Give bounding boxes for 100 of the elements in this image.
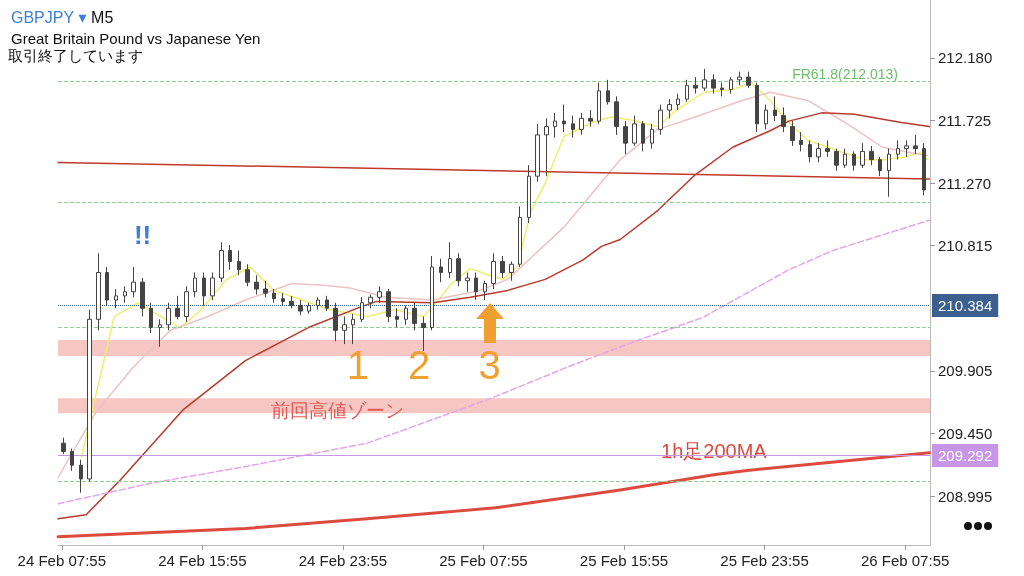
candlestick — [685, 79, 689, 103]
candlestick — [114, 288, 118, 309]
annotation: !! — [133, 219, 152, 250]
candlestick — [527, 164, 531, 224]
candlestick — [641, 120, 645, 152]
candlestick — [896, 139, 900, 161]
candlestick — [61, 437, 66, 455]
candlestick — [781, 106, 786, 133]
candlestick — [676, 93, 680, 111]
candlestick — [588, 109, 593, 128]
annotation: 1 — [346, 343, 370, 388]
x-tick-label: 25 Feb 07:55 — [439, 552, 528, 569]
candlestick — [219, 241, 224, 283]
candlestick — [737, 71, 742, 86]
y-tick-label: 210.815 — [938, 237, 993, 255]
x-tick-label: 25 Feb 15:55 — [579, 552, 669, 569]
candlestick — [281, 292, 285, 307]
candlestick — [869, 145, 874, 166]
candlestick — [887, 148, 891, 198]
candlestick — [571, 115, 575, 139]
candlestick — [263, 280, 268, 298]
candlestick — [184, 285, 189, 323]
candlestick — [860, 142, 865, 169]
candlestick — [535, 123, 540, 183]
candlestick — [913, 134, 918, 155]
candlestick — [140, 277, 145, 318]
y-tick-label: 209.450 — [938, 425, 993, 443]
candlestick — [123, 285, 127, 304]
candlestick — [149, 302, 153, 334]
candlestick — [553, 112, 557, 139]
candlestick — [808, 139, 812, 163]
candlestick — [667, 98, 672, 119]
ref-line-label: 209.292 — [938, 447, 993, 465]
candlestick — [105, 266, 109, 307]
candlestick — [491, 252, 496, 290]
candlestick — [254, 274, 259, 296]
candlestick — [606, 79, 610, 106]
candlestick — [518, 205, 522, 268]
candlestick — [316, 296, 320, 311]
candlestick — [96, 252, 101, 331]
x-tick-label: 25 Feb 23:55 — [720, 552, 809, 569]
candlestick — [175, 295, 180, 320]
candlestick — [729, 76, 733, 95]
candlestick — [210, 272, 215, 301]
candlestick — [650, 123, 654, 150]
candlestick — [245, 263, 250, 287]
candlestick — [79, 459, 83, 494]
candlestick — [702, 68, 707, 92]
candlestick — [843, 148, 847, 169]
candlestick — [289, 295, 294, 309]
candlestick — [439, 258, 443, 283]
candlestick — [623, 120, 628, 155]
y-tick-label: 212.180 — [938, 49, 993, 67]
y-tick-label: 211.725 — [938, 111, 992, 129]
candlestick — [131, 266, 136, 298]
y-tick-label: 211.270 — [938, 174, 992, 192]
candlestick — [351, 313, 355, 345]
annotation: FR61.8(212.013) — [792, 65, 899, 82]
candlestick — [421, 316, 426, 352]
annotation: 前回高値ゾーン — [270, 399, 404, 421]
candlestick — [878, 156, 882, 177]
candlestick — [693, 76, 698, 95]
candlestick — [395, 307, 399, 329]
candlestick — [720, 82, 724, 97]
ref-line-label: 210.384 — [938, 297, 993, 315]
candlestick — [773, 95, 777, 122]
candlestick — [483, 280, 487, 301]
candlestick — [579, 112, 584, 136]
candlestick — [448, 241, 452, 279]
candlestick — [746, 71, 751, 89]
candlestick — [193, 272, 197, 298]
candlestick — [614, 95, 619, 136]
candlestick — [333, 302, 338, 342]
candlestick — [922, 142, 926, 196]
candlestick — [202, 272, 206, 307]
text: Great Britain Pound vs Japanese Yen — [11, 30, 261, 47]
candlestick — [360, 296, 364, 323]
candlestick — [412, 302, 417, 331]
candlestick — [272, 288, 276, 304]
candlestick — [87, 309, 92, 483]
x-tick-label: 26 Feb 07:55 — [860, 552, 950, 569]
annotation: 2 — [407, 343, 431, 388]
candlestick — [755, 82, 759, 133]
candlestick — [158, 318, 162, 348]
candlestick — [465, 272, 470, 293]
x-tick-label: 24 Feb 23:55 — [298, 552, 388, 569]
candlestick — [237, 249, 241, 276]
candlestick — [711, 73, 716, 95]
candlestick — [456, 252, 461, 287]
candlestick — [430, 255, 434, 331]
annotation: 取引終了しています — [8, 47, 143, 64]
candlestick — [825, 139, 830, 158]
candlestick — [404, 305, 408, 326]
candlestick — [764, 104, 768, 130]
candlestick — [474, 272, 478, 301]
candlestick — [509, 260, 514, 282]
y-tick-label: 209.905 — [938, 362, 993, 380]
candlestick — [790, 120, 795, 147]
candlestick — [386, 288, 391, 323]
candlestick — [377, 285, 382, 304]
